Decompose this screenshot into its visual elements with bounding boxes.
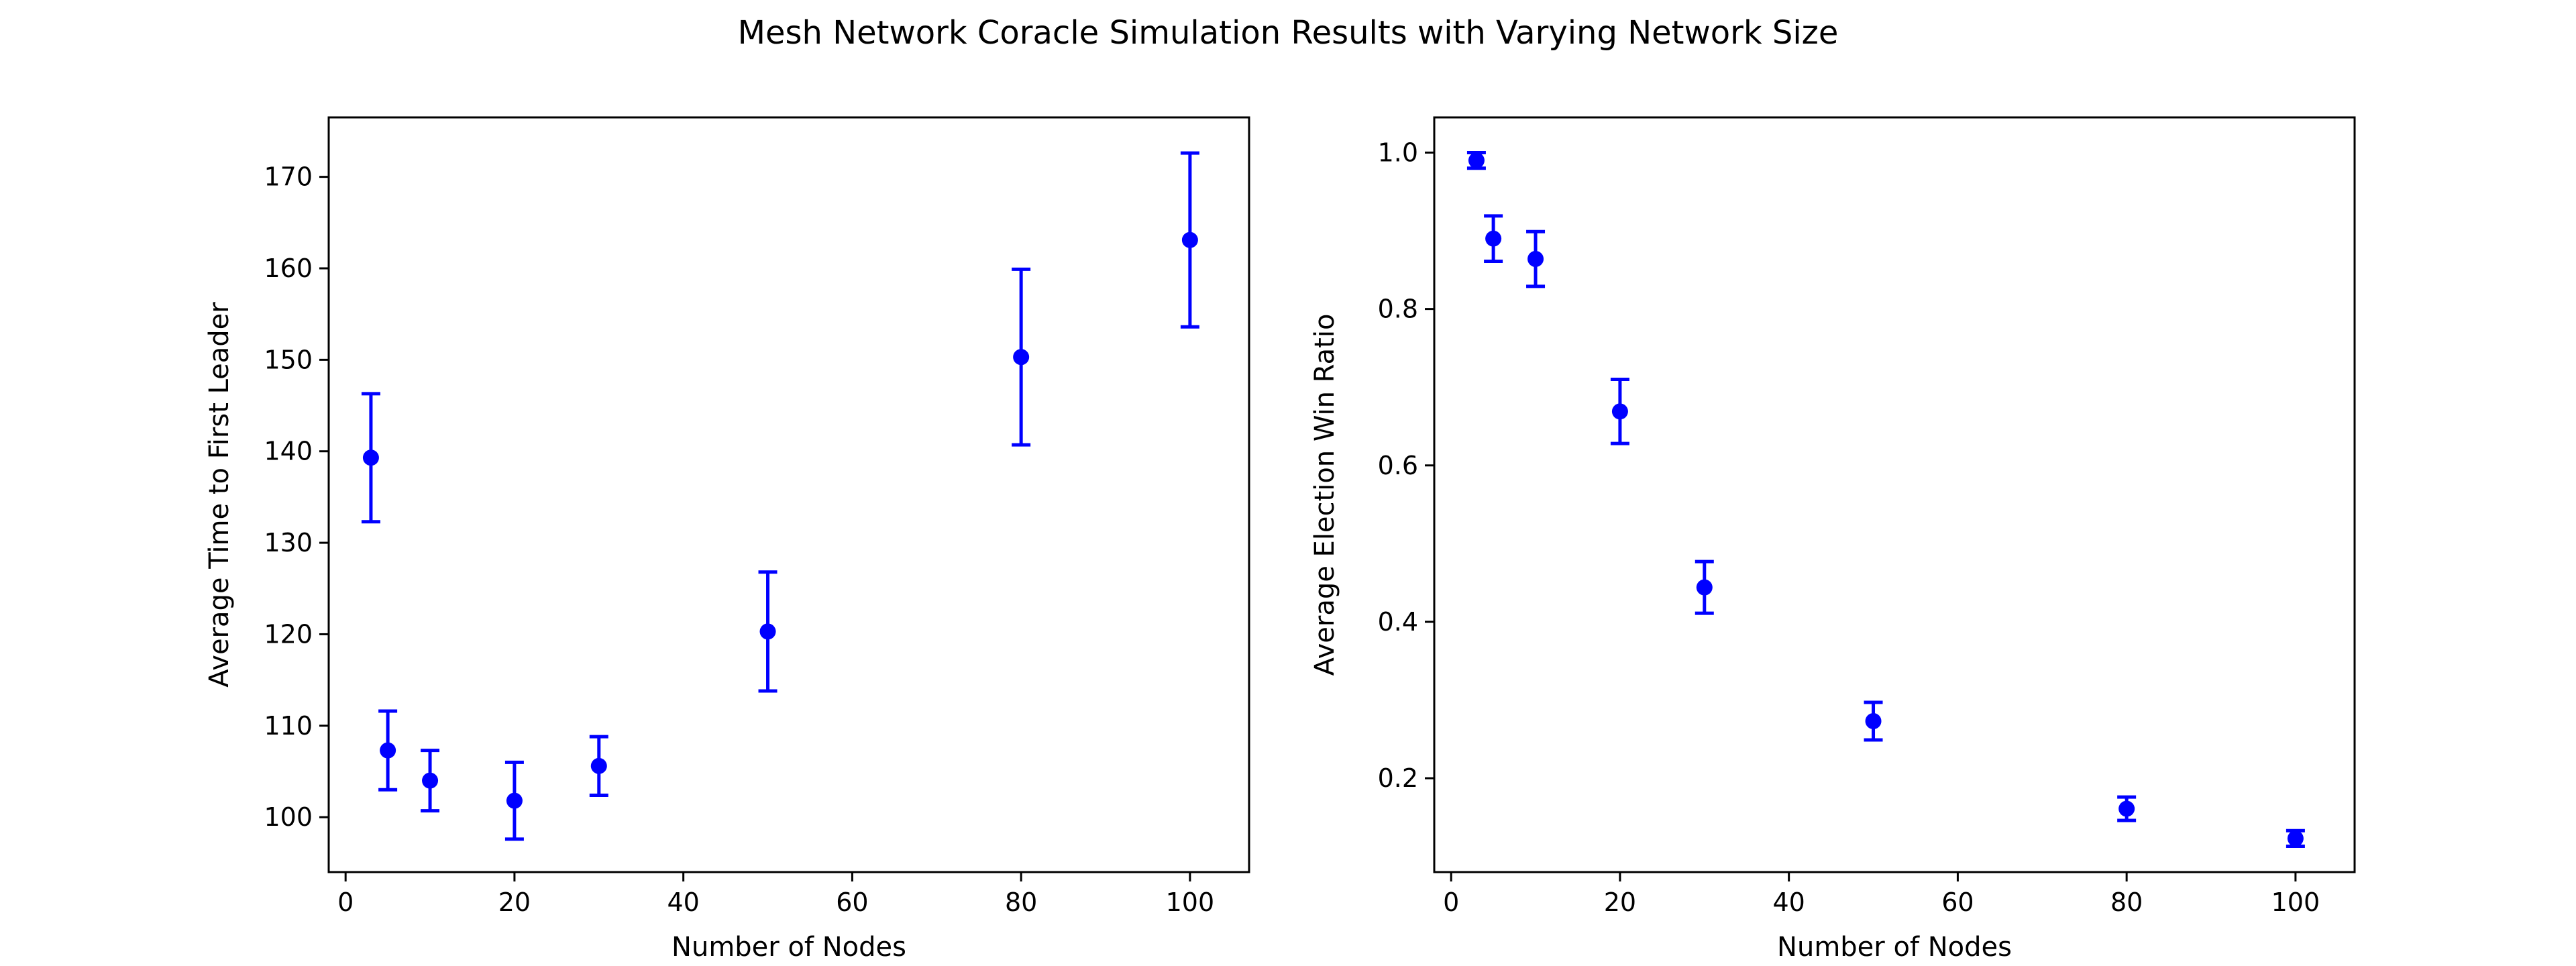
- chart1-data-point: [506, 792, 523, 809]
- chart1-y-tick-label: 140: [264, 437, 313, 466]
- chart1-y-tick-label: 100: [264, 802, 313, 832]
- chart2-x-tick-label: 80: [2110, 888, 2143, 917]
- chart1-y-tick-label: 110: [264, 711, 313, 741]
- chart2-x-tick-label: 60: [1941, 888, 1974, 917]
- chart2-y-tick-label: 0.6: [1378, 451, 1418, 480]
- chart1-y-tick-label: 170: [264, 162, 313, 192]
- chart2-x-tick-label: 0: [1443, 888, 1459, 917]
- chart2-axes-frame: [1433, 116, 2356, 873]
- chart1-data-point: [362, 449, 379, 466]
- chart2-data-point: [1696, 579, 1713, 596]
- chart2-x-tick-label: 40: [1772, 888, 1805, 917]
- chart1-x-tick-label: 100: [1166, 888, 1215, 917]
- chart2-y-tick-label: 1.0: [1378, 138, 1418, 167]
- chart2-data-point: [1485, 230, 1502, 247]
- chart-election-win-ratio: 0 20 40 60 80 100 0.2 0.4 0.6 0.8 1.0 Number of Nod…: [1309, 116, 2356, 963]
- chart1-x-tick-label: 80: [1005, 888, 1037, 917]
- chart1-y-tick-label: 130: [264, 528, 313, 557]
- chart1-y-axis-label: Average Time to First Leader: [204, 302, 235, 688]
- chart2-data-point: [1527, 251, 1544, 268]
- chart2-x-tick-label: 20: [1604, 888, 1636, 917]
- chart2-data-point: [1468, 152, 1485, 169]
- chart1-data-point: [759, 623, 776, 640]
- chart1-data-point: [1181, 231, 1198, 248]
- chart2-y-tick-label: 0.2: [1378, 763, 1418, 793]
- chart2-y-tick-label: 0.4: [1378, 607, 1418, 637]
- chart1-x-tick-label: 60: [836, 888, 868, 917]
- chart1-data-point: [1013, 349, 1030, 366]
- chart1-y-tick-label: 150: [264, 345, 313, 374]
- chart1-data-point: [380, 742, 396, 759]
- chart2-data-point: [1865, 713, 1882, 729]
- chart1-x-axis-label: Number of Nodes: [672, 932, 906, 963]
- chart1-data-point: [422, 772, 439, 789]
- figure-title: Mesh Network Coracle Simulation Results …: [738, 14, 1839, 52]
- chart1-x-tick-label: 0: [337, 888, 354, 917]
- chart1-y-tick-label: 120: [264, 619, 313, 649]
- chart2-data-point: [2118, 800, 2135, 817]
- chart1-axes-frame: [327, 116, 1250, 873]
- chart2-data-point: [2287, 830, 2304, 847]
- chart2-y-axis-label: Average Election Win Ratio: [1309, 314, 1340, 676]
- chart1-data-point: [590, 757, 607, 774]
- chart1-y-tick-label: 160: [264, 254, 313, 283]
- chart2-x-tick-label: 100: [2271, 888, 2320, 917]
- chart1-x-tick-label: 20: [498, 888, 531, 917]
- chart1-x-tick-label: 40: [667, 888, 699, 917]
- chart-time-to-first-leader: 0 20 40 60 80 100 100 110 120 130 140 150 160 170 Numb…: [204, 116, 1250, 963]
- chart2-y-tick-label: 0.8: [1378, 294, 1418, 324]
- chart2-x-axis-label: Number of Nodes: [1777, 932, 2012, 963]
- chart2-data-point: [1611, 403, 1628, 420]
